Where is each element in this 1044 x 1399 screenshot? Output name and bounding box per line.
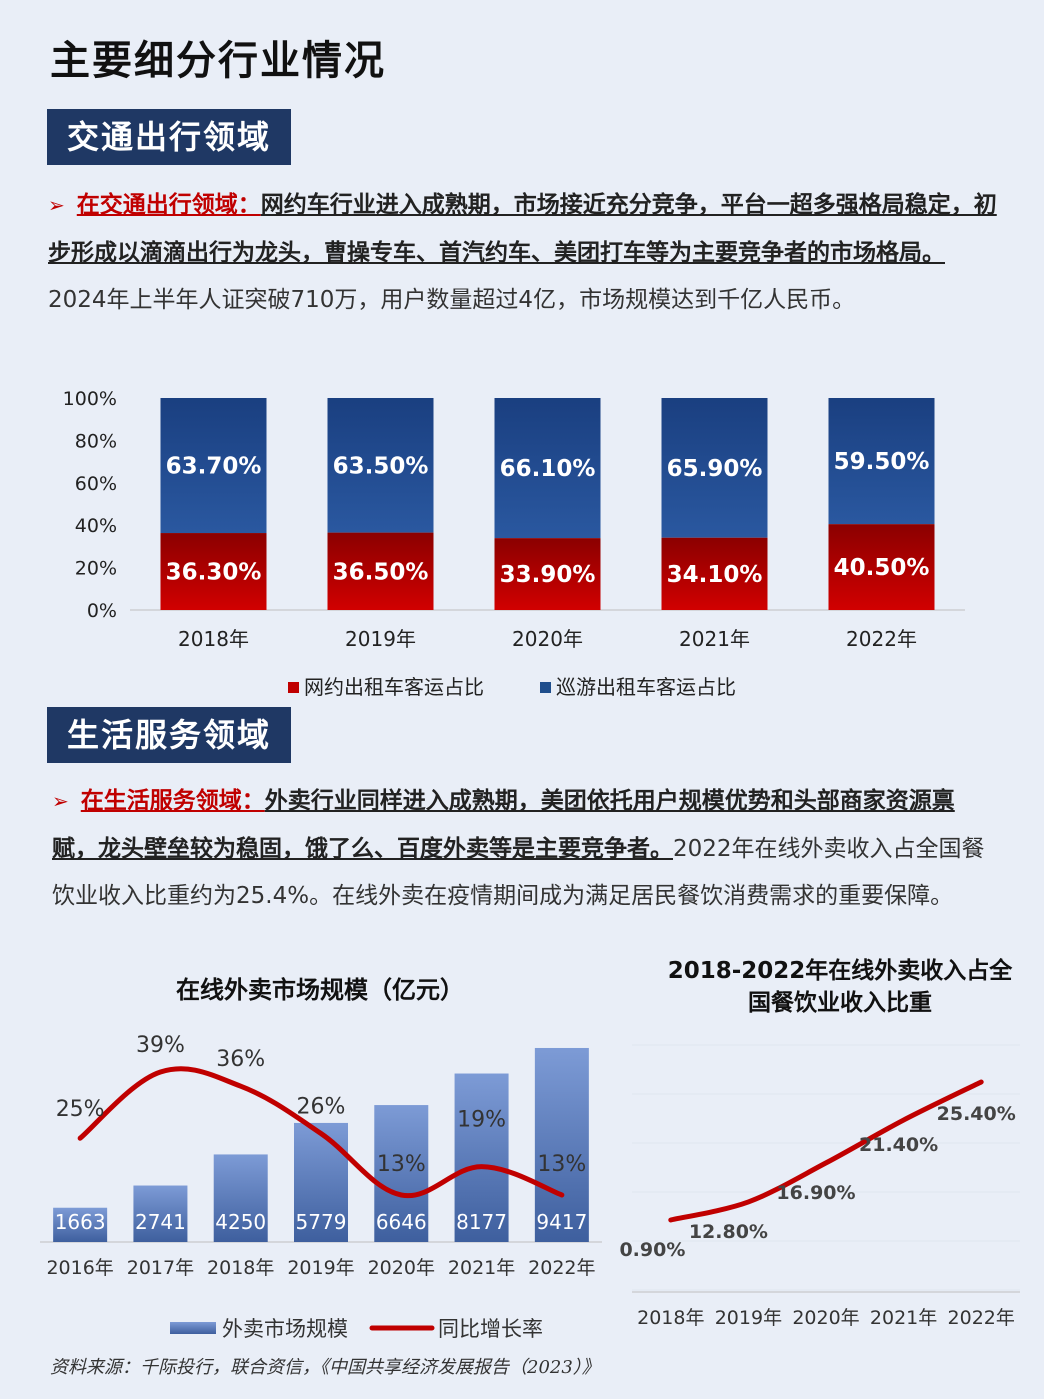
bar-data-label: 65.90% xyxy=(667,456,763,482)
x-tick-label: 2020年 xyxy=(792,1307,859,1329)
y-tick-label: 100% xyxy=(63,388,117,410)
legend-label: 外卖市场规模 xyxy=(222,1317,348,1341)
market-size-bar xyxy=(133,1185,188,1242)
life-lead: 在生活服务领域： xyxy=(80,787,265,814)
bar-segment-red xyxy=(661,537,768,610)
bar-segment-red xyxy=(828,524,935,610)
x-tick-label: 2021年 xyxy=(448,1257,515,1279)
share-data-label: 21.40% xyxy=(859,1134,938,1156)
x-tick-label: 2019年 xyxy=(345,627,416,651)
bar-data-label: 66.10% xyxy=(500,456,596,482)
bar-value-label: 8177 xyxy=(456,1210,507,1234)
legend-label: 网约出租车客运占比 xyxy=(304,675,484,699)
bar-data-label: 59.50% xyxy=(834,449,930,475)
source-footnote: 资料来源：千际投行，联合资信，《中国共享经济发展报告（2023）》 xyxy=(50,1357,600,1378)
market-size-bar xyxy=(454,1073,509,1242)
growth-rate-label: 13% xyxy=(377,1152,426,1177)
growth-rate-label: 36% xyxy=(216,1047,265,1072)
x-tick-label: 2018年 xyxy=(637,1307,704,1329)
growth-rate-label: 39% xyxy=(136,1033,185,1058)
growth-rate-label: 26% xyxy=(297,1095,346,1120)
transport-plain-text: 2024年上半年人证突破710万，用户数量超过4亿，市场规模达到千亿人民币。 xyxy=(48,287,856,313)
delivery-share-line-chart: 10.90% 2018年 12.80% 2019年 16.90% 2020年 21.40% 2… xyxy=(620,1044,1020,1329)
market-size-bar xyxy=(374,1105,429,1242)
bar-data-label: 40.50% xyxy=(834,555,930,581)
x-tick-label: 2022年 xyxy=(528,1257,595,1279)
x-tick-label: 2019年 xyxy=(715,1307,782,1329)
bar-segment-red xyxy=(327,532,434,610)
market-size-bar xyxy=(534,1047,589,1242)
x-tick-label: 2020年 xyxy=(368,1257,435,1279)
delivery-market-combo-chart: 1663 2016年 2741 2017年 4250 2018年 5779 2019年 6646… xyxy=(40,1033,602,1341)
bar-segment-red xyxy=(160,533,267,610)
x-tick-label: 2021年 xyxy=(870,1307,937,1329)
growth-rate-line xyxy=(77,1066,565,1199)
y-tick-label: 80% xyxy=(75,430,117,452)
bar-data-label: 34.10% xyxy=(667,562,763,588)
bar-value-label: 5779 xyxy=(296,1210,347,1234)
bar-segment-red xyxy=(494,538,601,610)
transport-lead: 在交通出行领域： xyxy=(76,191,261,218)
bar-data-label: 63.70% xyxy=(166,454,262,480)
bar-segment-blue xyxy=(494,398,601,539)
share-data-label: 16.90% xyxy=(776,1182,855,1204)
y-tick-label: 0% xyxy=(87,600,117,622)
legend-label: 巡游出租车客运占比 xyxy=(556,675,736,699)
bar-data-label: 36.50% xyxy=(333,559,429,585)
legend-swatch-red xyxy=(288,682,299,693)
life-plain-text: 2022年在线外卖收入占全国餐饮业收入比重约为25.4%。在线外卖在疫情期间成为… xyxy=(52,836,985,909)
bar-value-label: 4250 xyxy=(215,1210,266,1234)
growth-rate-label: 13% xyxy=(537,1152,586,1177)
share-data-label: 10.90% xyxy=(620,1239,685,1261)
bar-segment-blue xyxy=(160,398,267,534)
arrow-bullet-icon: ➢ xyxy=(48,193,65,217)
share-data-label: 25.40% xyxy=(937,1103,1016,1125)
x-tick-label: 2022年 xyxy=(948,1307,1015,1329)
bar-value-label: 6646 xyxy=(376,1210,427,1234)
share-line xyxy=(668,1079,984,1223)
y-tick-label: 40% xyxy=(75,515,117,537)
x-tick-label: 2017年 xyxy=(127,1257,194,1279)
x-tick-label: 2018年 xyxy=(178,627,249,651)
y-tick-label: 20% xyxy=(75,558,117,580)
life-bold-text: 外卖行业同样进入成熟期，美团依托用户规模优势和头部商家资源禀赋，龙头壁垒较为稳固… xyxy=(52,787,955,862)
ride-share-stacked-bar-chart: 0% 20% 40% 60% 80% 100% 63.70% 36.30% 2018年 63.50… xyxy=(63,388,965,699)
x-tick-label: 2021年 xyxy=(679,627,750,651)
bar-segment-blue xyxy=(661,398,768,538)
bar-value-label: 9417 xyxy=(536,1210,587,1234)
y-tick-label: 60% xyxy=(75,473,117,495)
transport-bold-text: 网约车行业进入成熟期，市场接近充分竞争，平台一超多强格局稳定，初步形成以滴滴出行… xyxy=(48,191,997,266)
transport-paragraph: ➢ 在交通出行领域：网约车行业进入成熟期，市场接近充分竞争，平台一超多强格局稳定，… xyxy=(48,181,998,324)
delivery-share-chart-title: 2018-2022年在线外卖收入占全国餐饮业收入比重 xyxy=(667,958,1013,1016)
x-tick-label: 2022年 xyxy=(846,627,917,651)
growth-rate-label: 19% xyxy=(457,1108,506,1133)
x-tick-label: 2018年 xyxy=(207,1257,274,1279)
page-title: 主要细分行业情况 xyxy=(50,37,386,84)
x-tick-label: 2019年 xyxy=(287,1257,354,1279)
market-size-bar xyxy=(53,1207,108,1242)
bar-value-label: 1663 xyxy=(55,1210,106,1234)
delivery-chart-title: 在线外卖市场规模（亿元） xyxy=(176,975,464,1004)
market-size-bar xyxy=(294,1122,348,1242)
share-data-label: 12.80% xyxy=(689,1221,768,1243)
arrow-bullet-icon: ➢ xyxy=(52,789,69,813)
legend-label: 同比增长率 xyxy=(438,1317,543,1341)
legend-swatch-bar xyxy=(170,1322,216,1334)
bar-data-label: 33.90% xyxy=(500,562,596,588)
section-tag-transport: 交通出行领域 xyxy=(47,109,291,165)
bar-data-label: 36.30% xyxy=(166,560,262,586)
bar-data-label: 63.50% xyxy=(333,453,429,479)
bar-segment-blue xyxy=(828,398,935,525)
section-tag-life-services: 生活服务领域 xyxy=(47,707,291,763)
market-size-bar xyxy=(213,1154,268,1242)
legend-swatch-blue xyxy=(540,682,551,693)
bar-segment-blue xyxy=(327,398,434,533)
life-services-paragraph: ➢ 在生活服务领域：外卖行业同样进入成熟期，美团依托用户规模优势和头部商家资源禀赋… xyxy=(52,777,987,920)
growth-rate-label: 25% xyxy=(56,1097,105,1122)
x-tick-label: 2016年 xyxy=(46,1257,113,1279)
bar-value-label: 2741 xyxy=(135,1210,186,1234)
x-tick-label: 2020年 xyxy=(512,627,583,651)
